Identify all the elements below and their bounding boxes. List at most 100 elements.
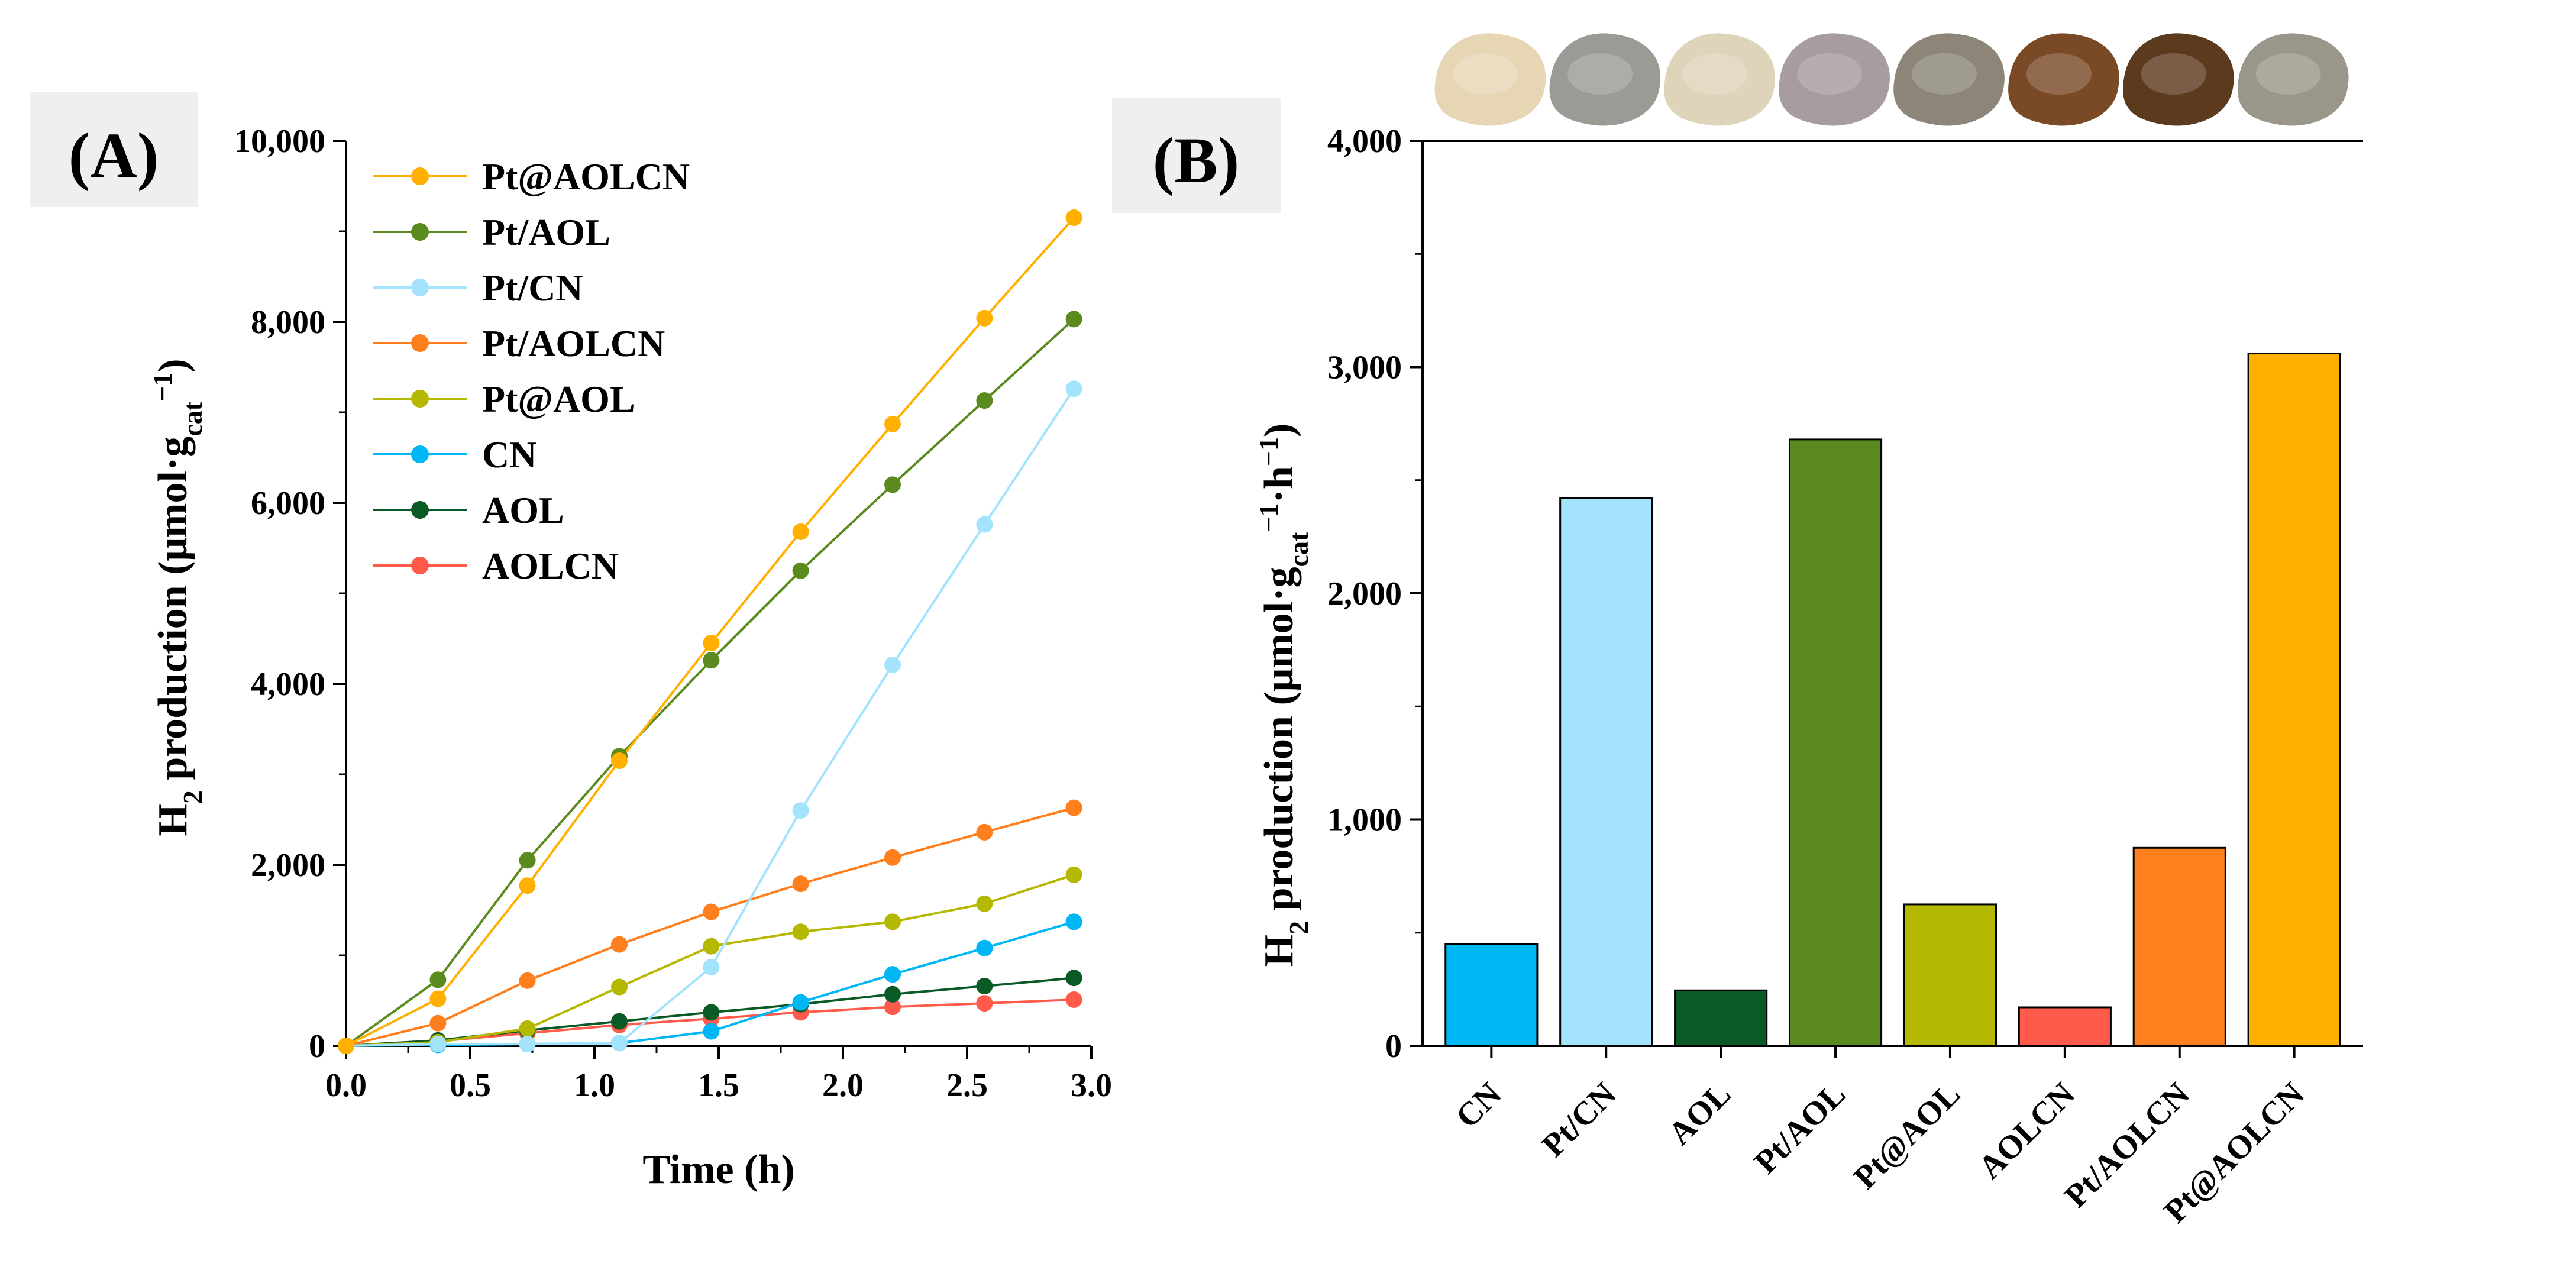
panel-a-x-tick-label: 0.0 <box>325 1067 367 1104</box>
panel-b-axes: 0 1,000 2,000 3,000 4,000 <box>1327 123 2363 1065</box>
panel-a-x-tick-label: 3.0 <box>1071 1067 1112 1104</box>
panel-a-y-title-sub-2: 2 <box>177 790 208 804</box>
point-pt-at-aol <box>519 1020 536 1037</box>
sample-photo-aolcn <box>2008 33 2119 126</box>
legend-swatch-marker-cn <box>411 445 429 463</box>
panel-b-y-tick-label: 4,000 <box>1327 123 1402 160</box>
category-label-pt-cn: Pt/CN <box>1535 1075 1623 1164</box>
category-label-pt-aol: Pt/AOL <box>1747 1075 1853 1181</box>
panel-b-y-title-hour: ·h <box>1256 466 1302 503</box>
point-pt-at-aolcn <box>429 990 447 1007</box>
point-aolcn <box>976 995 993 1012</box>
panel-b-y-title-sub-cat: cat <box>1284 532 1314 567</box>
sample-photo-highlight <box>2141 53 2206 95</box>
panel-a-x-tick-label: 1.5 <box>698 1067 739 1104</box>
point-aol <box>703 1004 720 1021</box>
point-aol <box>611 1013 628 1030</box>
point-pt-aol <box>429 971 447 988</box>
point-aol <box>976 978 993 995</box>
legend-label-aol: AOL <box>482 489 564 531</box>
point-pt-aolcn <box>976 823 993 841</box>
point-pt-aolcn <box>1065 799 1082 816</box>
sample-photo-pt-aol <box>1779 33 1890 126</box>
panel-b-y-title-sup-2: −1 <box>1253 437 1284 466</box>
point-pt-aol <box>792 562 809 579</box>
legend-label-cn: CN <box>482 434 536 476</box>
bar-pt-cn <box>1559 497 1653 1047</box>
point-pt-aol <box>1065 311 1082 328</box>
point-cn <box>884 966 901 983</box>
panel-a-x-tick-label: 2.5 <box>946 1067 988 1104</box>
panel-b-y-title-sub-2: 2 <box>1284 921 1314 935</box>
panel-b-bars <box>1444 353 2341 1047</box>
point-pt-cn <box>1065 380 1082 398</box>
sample-photo-cn <box>1434 33 1546 126</box>
panel-b-bar-chart: (B) 0 1,000 2,000 3,000 4,000 CN Pt/CN AOL Pt/A… <box>1112 33 2363 1230</box>
point-aol <box>884 985 901 1003</box>
panel-b-label: (B) <box>1153 124 1240 196</box>
category-label-aol: AOL <box>1662 1075 1738 1152</box>
point-pt-at-aolcn <box>976 309 993 327</box>
bar-aolcn <box>2018 1006 2112 1047</box>
legend-swatch-marker-pt-aolcn <box>411 334 429 352</box>
point-pt-cn <box>519 1035 536 1052</box>
panel-a-y-tick-label: 4,000 <box>251 666 325 703</box>
panel-a-y-tick-label: 10,000 <box>234 123 325 160</box>
panel-b-y-title-mid: production (μmol·g <box>1256 567 1302 920</box>
panel-a-line-chart: (A) 0.0 0.5 1.0 1.5 2.0 2.5 3.0 0 2,000 4,000 6,00… <box>30 92 1112 1193</box>
point-pt-at-aolcn <box>611 752 628 770</box>
point-pt-at-aolcn <box>884 415 901 432</box>
point-pt-aolcn <box>519 972 536 989</box>
panel-b-y-title-sup-1: −1 <box>1253 503 1284 532</box>
point-pt-cn <box>884 656 901 673</box>
legend-swatch-marker-pt-at-aolcn <box>411 167 429 185</box>
point-pt-at-aol <box>611 978 628 996</box>
panel-a-y-tick-label: 8,000 <box>251 304 325 341</box>
point-pt-at-aolcn <box>338 1038 354 1054</box>
point-pt-aol <box>976 392 993 409</box>
point-pt-aol <box>703 652 720 669</box>
panel-b-y-tick-label: 0 <box>1385 1028 1402 1065</box>
point-pt-at-aol <box>703 938 720 955</box>
sample-photo-pt-aolcn <box>2123 33 2234 126</box>
point-pt-at-aolcn <box>519 877 536 894</box>
panel-a-y-title-sub-cat: cat <box>177 401 208 436</box>
point-pt-cn <box>429 1035 447 1052</box>
category-label-aolcn: AOLCN <box>1971 1075 2082 1186</box>
point-pt-cn <box>792 802 809 819</box>
panel-a-axes: 0.0 0.5 1.0 1.5 2.0 2.5 3.0 0 2,000 4,000 6,000 8,0… <box>234 123 1112 1104</box>
point-cn <box>976 939 993 956</box>
point-cn <box>1065 913 1082 930</box>
point-pt-cn <box>976 516 993 533</box>
sample-photo-highlight <box>1453 53 1518 95</box>
point-pt-aolcn <box>884 849 901 866</box>
panel-a-x-tick-label: 2.0 <box>822 1067 864 1104</box>
point-cn <box>703 1023 720 1040</box>
point-pt-cn <box>611 1035 628 1052</box>
sample-photo-highlight <box>1797 53 1863 95</box>
panel-a-y-title-mid: production (μmol·g <box>150 437 196 790</box>
panel-a-series-points <box>338 209 1082 1054</box>
panel-a-y-title-h: H <box>150 804 196 836</box>
point-pt-aol <box>884 476 901 493</box>
point-aol <box>1065 970 1082 987</box>
point-pt-at-aol <box>1065 866 1082 883</box>
point-pt-aol <box>519 852 536 869</box>
legend-label-pt-aolcn: Pt/AOLCN <box>482 322 665 364</box>
point-aolcn <box>884 998 901 1016</box>
sample-photo-highlight <box>1567 53 1633 95</box>
sample-photo-pt-at-aolcn <box>2237 33 2349 126</box>
panel-b-y-title-h: H <box>1256 935 1302 967</box>
legend-label-pt-aol: Pt/AOL <box>482 211 610 253</box>
bar-pt-aolcn <box>2132 846 2226 1047</box>
panel-a-x-tick-label: 1.0 <box>574 1067 615 1104</box>
bar-pt-aol <box>1788 438 1883 1047</box>
panel-a-y-title-end: ) <box>150 358 196 372</box>
legend-label-pt-at-aol: Pt@AOL <box>482 378 635 420</box>
panel-b-y-tick-label: 3,000 <box>1327 350 1402 386</box>
legend-label-pt-at-aolcn: Pt@AOLCN <box>482 156 690 198</box>
category-label-cn: CN <box>1449 1075 1508 1135</box>
sample-photo-highlight <box>1682 53 1748 95</box>
point-pt-aolcn <box>703 903 720 920</box>
